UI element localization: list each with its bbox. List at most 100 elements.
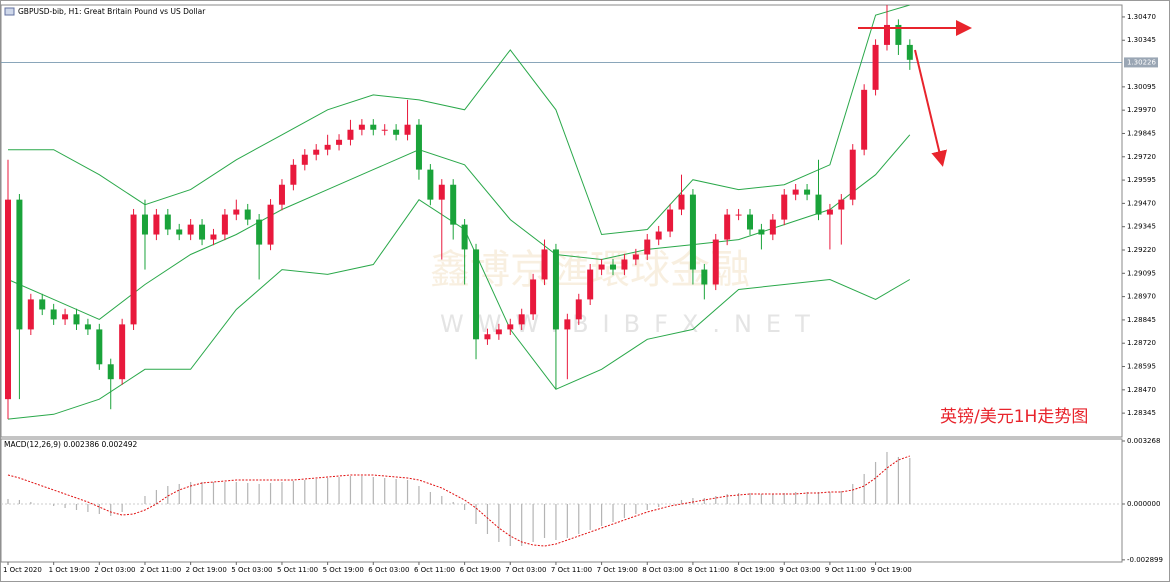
candle-body: [164, 214, 171, 230]
candle-body: [769, 219, 776, 235]
chart-title: GBPUSD-bib, H1: Great Britain Pound vs U…: [18, 7, 206, 16]
candle-body: [883, 24, 890, 45]
x-tick-label: 5 Oct 03:00: [231, 566, 272, 574]
candle-body: [96, 329, 103, 365]
candle-body: [107, 364, 114, 380]
y-tick-label: 1.28595: [1127, 363, 1156, 371]
candle-body: [438, 184, 445, 200]
candle-body: [712, 239, 719, 285]
price-label-box: [1124, 57, 1158, 68]
macd-signal: [7, 455, 910, 547]
candle-body: [484, 334, 491, 340]
x-tick-label: 2 Oct 19:00: [186, 566, 227, 574]
price-plot: [1, 5, 1122, 420]
candle-body: [735, 214, 742, 216]
candle-body: [644, 239, 651, 255]
band-upper: [8, 5, 910, 236]
x-tick-label: 1 Oct 2020: [3, 566, 42, 574]
candle-body: [872, 44, 879, 90]
y-tick-label: 1.29470: [1127, 199, 1156, 207]
candle-body: [792, 189, 799, 195]
x-tick-label: 7 Oct 03:00: [505, 566, 546, 574]
candle-body: [450, 184, 457, 225]
candle-body: [610, 264, 617, 270]
candle-body: [84, 324, 91, 330]
x-tick-label: 8 Oct 19:00: [734, 566, 775, 574]
candle-body: [621, 259, 628, 270]
price-label: 1.30226: [1127, 58, 1156, 66]
candle-body: [221, 214, 228, 235]
candle-body: [746, 214, 753, 230]
candle-body: [358, 124, 365, 130]
candle-body: [62, 314, 69, 320]
x-tick-label: 7 Oct 11:00: [551, 566, 592, 574]
y-tick-label: 1.29595: [1127, 176, 1156, 184]
y-tick-label: 1.29345: [1127, 223, 1156, 231]
candle-body: [176, 229, 183, 235]
candle-body: [906, 44, 913, 60]
candle-body: [724, 214, 731, 240]
candle-body: [187, 224, 194, 235]
y-tick-label: 1.29095: [1127, 269, 1156, 277]
symbol-icon: [4, 7, 15, 16]
macd-plot: [1, 451, 1122, 547]
candle-body: [541, 249, 548, 280]
candle-body: [781, 194, 788, 220]
y-tick-label: 1.28470: [1127, 386, 1156, 394]
candle-body: [530, 279, 537, 315]
y-tick-label: 1.30345: [1127, 36, 1156, 44]
x-tick-label: 9 Oct 03:00: [779, 566, 820, 574]
annotation: 英镑/美元1H走势图: [940, 407, 1088, 427]
candle-body: [689, 194, 696, 270]
x-tick-label: 6 Oct 11:00: [414, 566, 455, 574]
candle-body: [153, 214, 160, 235]
y-tick-label: 1.28345: [1127, 409, 1156, 417]
x-tick-label: 6 Oct 03:00: [368, 566, 409, 574]
candle-body: [233, 209, 240, 215]
candle-body: [119, 324, 126, 380]
candle-body: [16, 199, 23, 330]
candle-body: [804, 189, 811, 195]
candle-body: [130, 214, 137, 325]
y-tick-label: 1.28845: [1127, 316, 1156, 324]
candle-body: [347, 129, 354, 140]
candle-body: [278, 184, 285, 205]
y-tick-label: 1.29970: [1127, 106, 1156, 114]
candle-body: [587, 269, 594, 300]
x-tick-label: 8 Oct 11:00: [688, 566, 729, 574]
arrow: [914, 49, 947, 167]
y-tick-label: 1.29845: [1127, 129, 1156, 137]
candle-body: [313, 149, 320, 155]
candle-body: [655, 231, 662, 240]
x-tick-label: 8 Oct 03:00: [642, 566, 683, 574]
candle-body: [301, 154, 308, 165]
candle-body: [632, 254, 639, 260]
x-tick-label: 7 Oct 19:00: [597, 566, 638, 574]
candle-body: [393, 129, 400, 135]
candle-body: [256, 219, 263, 245]
x-tick-label: 2 Oct 11:00: [140, 566, 181, 574]
candle-body: [826, 209, 833, 215]
candle-body: [199, 224, 206, 240]
candle-body: [244, 209, 251, 220]
y-tick-label: 1.28970: [1127, 293, 1156, 301]
candle-body: [575, 299, 582, 320]
candle-body: [415, 124, 422, 170]
candle-body: [815, 194, 822, 215]
x-tick-label: 1 Oct 19:00: [49, 566, 90, 574]
y-tick-label: 0.000000: [1127, 500, 1160, 508]
candle-body: [39, 299, 46, 310]
candle-body: [4, 199, 11, 400]
candle-body: [381, 129, 388, 131]
candle-body: [267, 204, 274, 245]
candle-body: [370, 124, 377, 130]
x-tick-label: 9 Oct 11:00: [825, 566, 866, 574]
x-tick-label: 6 Oct 19:00: [460, 566, 501, 574]
candle-body: [210, 234, 217, 240]
candle-body: [678, 194, 685, 210]
candle-body: [141, 214, 148, 235]
y-tick-label: 1.30470: [1127, 13, 1156, 21]
candle-body: [495, 329, 502, 335]
candle-body: [895, 24, 902, 45]
